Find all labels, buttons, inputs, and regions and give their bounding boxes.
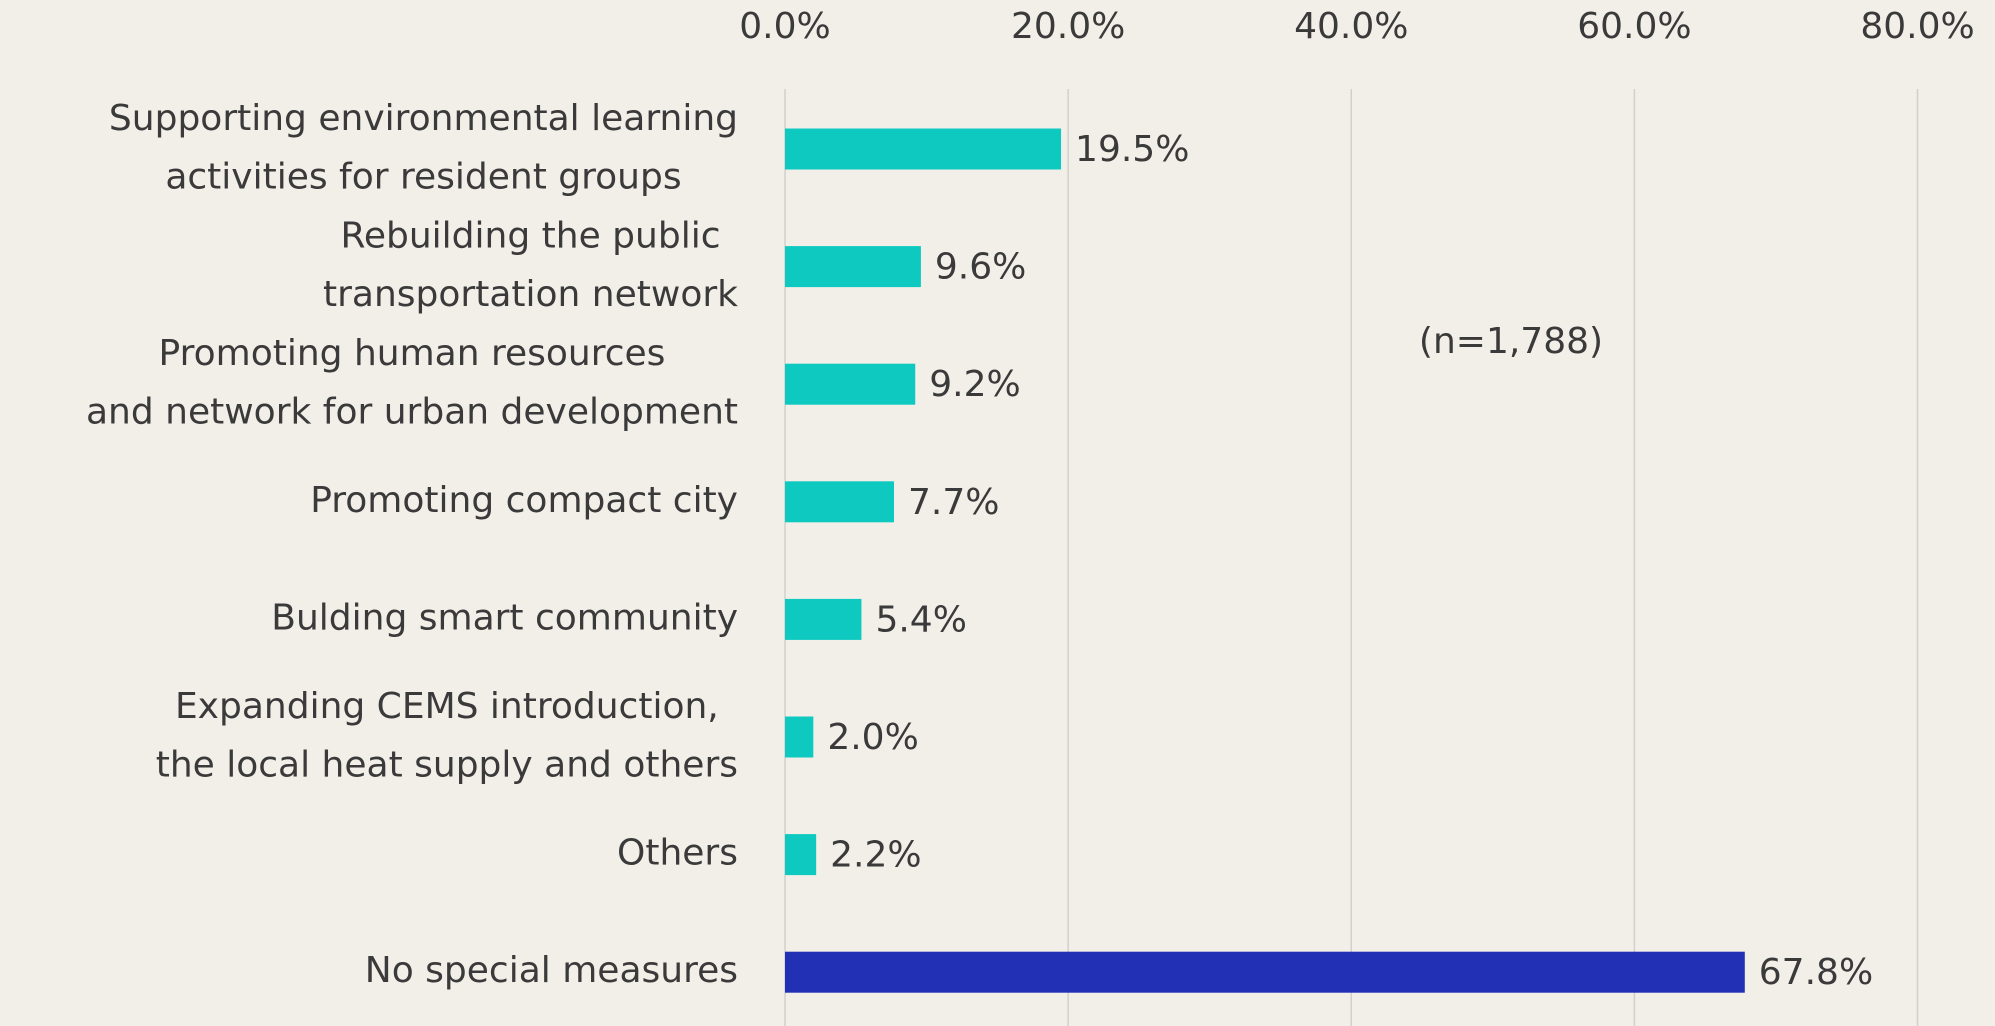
- data-label: 9.6%: [935, 247, 1026, 288]
- bar: [785, 834, 817, 876]
- category-label: the local heat supply and others: [156, 744, 738, 785]
- bar: [785, 128, 1062, 170]
- bar: [785, 951, 1745, 993]
- category-label: Bulding smart community: [271, 597, 738, 638]
- x-tick-label: 0.0%: [739, 6, 830, 47]
- category-label: transportation network: [323, 274, 738, 315]
- x-tick-label: 60.0%: [1577, 6, 1691, 47]
- data-label: 7.7%: [908, 482, 999, 523]
- bar: [785, 363, 916, 405]
- grid-group: [784, 89, 1919, 1026]
- data-label: 5.4%: [875, 599, 966, 640]
- data-label: 19.5%: [1075, 129, 1189, 170]
- category-label: Expanding CEMS introduction,: [175, 686, 719, 727]
- x-tick-label: 40.0%: [1294, 6, 1408, 47]
- x-tick-label: 80.0%: [1860, 6, 1974, 47]
- data-label: 2.2%: [830, 835, 921, 876]
- x-tick-label: 20.0%: [1011, 6, 1125, 47]
- category-label: activities for resident groups: [165, 156, 681, 197]
- bar: [785, 716, 814, 758]
- category-label: Promoting compact city: [310, 480, 738, 521]
- category-label: and network for urban development: [86, 391, 738, 432]
- category-label: No special measures: [365, 950, 738, 991]
- data-label: 67.8%: [1759, 952, 1873, 993]
- category-label: Rebuilding the public: [340, 215, 720, 256]
- bar: [785, 598, 862, 640]
- data-label: 2.0%: [827, 717, 918, 758]
- bar: [785, 246, 921, 288]
- data-label: 9.2%: [929, 364, 1020, 405]
- category-label: Promoting human resources: [159, 333, 666, 374]
- annotation: (n=1,788): [1419, 321, 1603, 362]
- category-label: Supporting environmental learning: [109, 98, 738, 139]
- category-label: Others: [617, 833, 738, 874]
- bar: [785, 481, 895, 523]
